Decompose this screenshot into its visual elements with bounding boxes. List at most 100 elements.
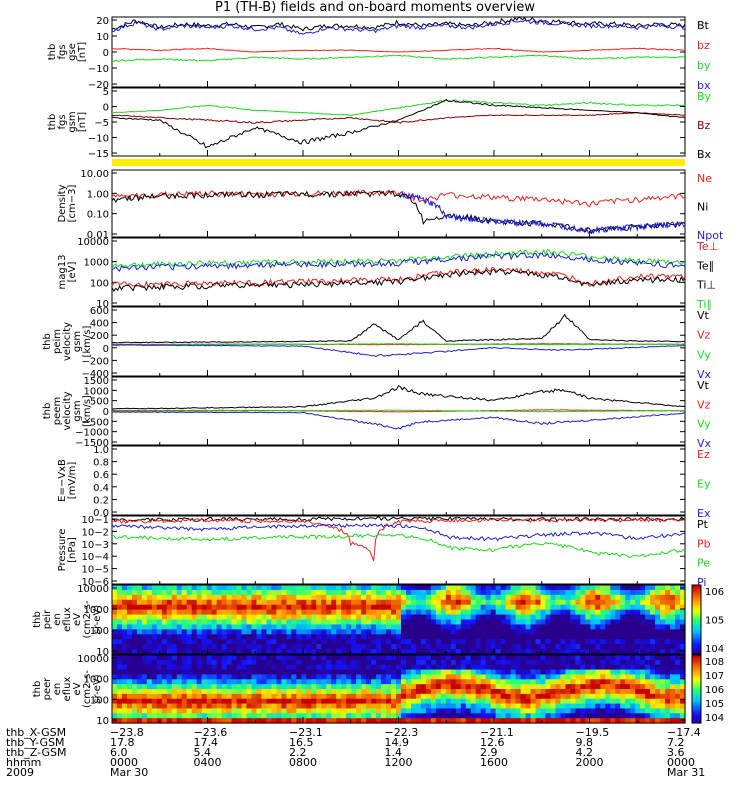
spectrogram-cell	[356, 594, 362, 601]
spectrogram-cell	[391, 703, 397, 710]
spectrogram-cell	[435, 698, 442, 705]
colorbar-step	[692, 664, 701, 667]
spectrogram-cell	[470, 649, 477, 655]
spectrogram-cell	[151, 634, 158, 640]
spectrogram-cell	[291, 629, 297, 635]
spectrogram-cell	[301, 614, 307, 621]
y-axis-label: thbpeemvelocitygsm[km/s]	[42, 391, 93, 430]
spectrogram-cell	[261, 674, 268, 680]
spectrogram-cell	[445, 708, 452, 714]
spectrogram-cell	[246, 674, 253, 680]
spectrogram-cell	[231, 619, 238, 626]
spectrogram-cell	[216, 604, 223, 611]
spectrogram-cell	[580, 708, 586, 714]
spectrogram-cell	[565, 679, 571, 685]
spectrogram-cell	[645, 669, 651, 676]
spectrogram-cell	[336, 604, 342, 611]
spectrogram-cell	[191, 644, 198, 650]
spectrogram-cell	[440, 655, 447, 661]
spectrogram-cell	[231, 655, 238, 661]
spectrogram-cell	[570, 708, 576, 714]
spectrogram-cell	[445, 585, 452, 591]
spectrogram-cell	[500, 718, 507, 724]
spectrogram-cell	[226, 609, 233, 616]
spectrogram-cell	[141, 585, 148, 591]
spectrogram-cell	[510, 684, 517, 690]
spectrogram-cell	[361, 703, 367, 710]
spectrogram-cell	[650, 609, 656, 616]
spectrogram-cell	[455, 713, 462, 719]
spectrogram-cell	[241, 614, 248, 621]
spectrogram-cell	[281, 594, 287, 601]
spectrogram-cell	[400, 585, 407, 591]
spectrogram-cell	[490, 609, 497, 616]
spectrogram-cell	[216, 655, 223, 661]
legend-entry: by	[697, 59, 711, 72]
spectrogram-cell	[191, 629, 198, 635]
spectrogram-cell	[141, 698, 148, 705]
spectrogram-cell	[605, 679, 611, 685]
spectrogram-cell	[525, 703, 532, 710]
spectrogram-cell	[615, 718, 621, 724]
spectrogram-cell	[251, 689, 258, 695]
spectrogram-cell	[141, 693, 148, 700]
spectrogram-cell	[291, 589, 297, 596]
spectrogram-cell	[510, 708, 517, 714]
spectrogram-cell	[430, 589, 437, 596]
spectrogram-cell	[226, 634, 233, 640]
spectrogram-cell	[455, 703, 462, 710]
spectrogram-cell	[480, 639, 487, 645]
spectrogram-cell	[490, 713, 497, 719]
spectrogram-cell	[590, 644, 596, 650]
spectrogram-cell	[615, 585, 621, 591]
spectrogram-cell	[635, 674, 641, 680]
spectrogram-cell	[445, 659, 452, 666]
spectrogram-cell	[545, 664, 552, 671]
y-axis-label-line: sr-eV)	[92, 605, 103, 634]
y-axis-label: thbpeerenefluxeV(cm2-s-sr-eV)	[32, 670, 103, 708]
spectrogram-cell	[570, 624, 576, 630]
spectrogram-cell	[196, 713, 203, 719]
spectrogram-cell	[545, 718, 552, 724]
spectrogram-cell	[550, 614, 557, 621]
y-axis-label-line: [eV]	[67, 262, 78, 283]
spectrogram-cell	[525, 713, 532, 719]
spectrogram-cell	[520, 614, 527, 621]
spectrogram-cell	[410, 659, 417, 666]
spectrogram-cell	[176, 624, 183, 630]
spectrogram-cell	[515, 669, 522, 676]
spectrogram-cell	[455, 619, 462, 626]
spectrogram-cell	[630, 674, 636, 680]
spectrogram-cell	[176, 679, 183, 685]
spectrogram-cell	[490, 703, 497, 710]
spectrogram-cell	[425, 708, 432, 714]
spectrogram-cell	[430, 634, 437, 640]
spectrogram-cell	[515, 718, 522, 724]
spectrogram-cell	[405, 589, 412, 596]
spectrogram-cell	[396, 669, 402, 676]
spectrogram-cell	[615, 594, 621, 601]
y-axis-label-line: [nPa]	[67, 537, 78, 563]
spectrogram-cell	[485, 589, 492, 596]
spectrogram-cell	[191, 639, 198, 645]
legend-entry: Pb	[697, 537, 711, 550]
spectrogram-cell	[311, 664, 317, 671]
spectrogram-cell	[670, 594, 676, 601]
spectrogram-cell	[251, 684, 258, 690]
y-tick-label: 1000	[84, 258, 109, 269]
spectrogram-cell	[555, 599, 562, 606]
spectrogram-cell	[181, 693, 188, 700]
spectrogram-cell	[156, 703, 163, 710]
spectrogram-cell	[341, 698, 347, 705]
spectrogram-cell	[206, 585, 213, 591]
spectrogram-cell	[261, 599, 268, 606]
spectrogram-cell	[655, 634, 661, 640]
spectrogram-cell	[540, 713, 547, 719]
spectrogram-cell	[256, 655, 263, 661]
spectrogram-cell	[231, 713, 238, 719]
spectrogram-cell	[226, 599, 233, 606]
spectrogram-cell	[415, 604, 422, 611]
spectrogram-cell	[361, 629, 367, 635]
spectrogram-cell	[396, 614, 402, 621]
spectrogram-cell	[590, 624, 596, 630]
